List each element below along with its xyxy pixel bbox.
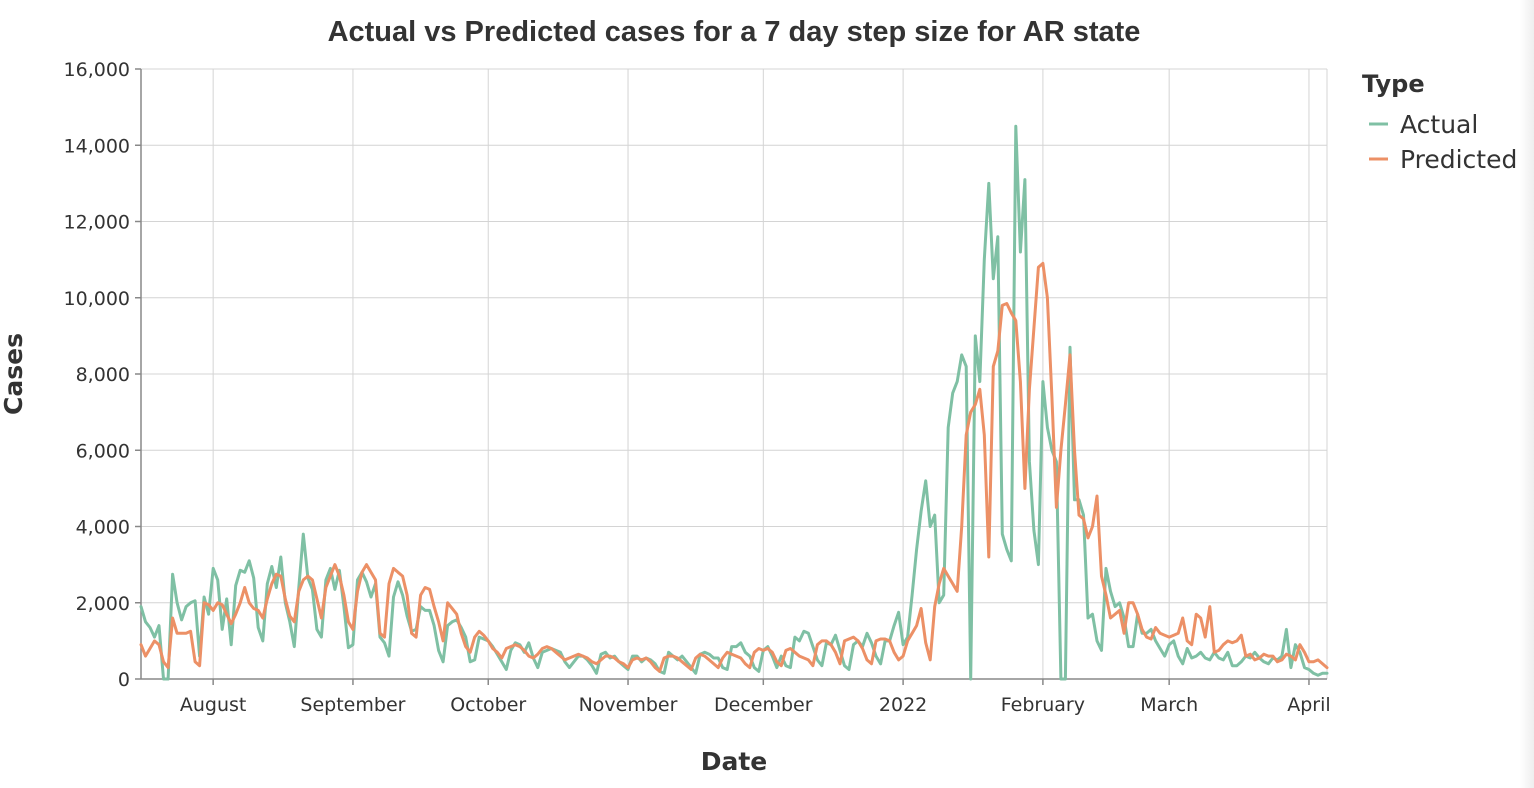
chart-title: Actual vs Predicted cases for a 7 day st…: [328, 16, 1141, 48]
legend-label-actual: Actual: [1400, 110, 1478, 139]
y-axis-title: Cases: [0, 333, 28, 415]
y-tick-label: 14,000: [64, 135, 130, 157]
x-tick-label: August: [180, 694, 247, 716]
series-line-actual: [139, 124, 1329, 681]
y-tick-label: 12,000: [64, 212, 130, 234]
y-tick-label: 16,000: [64, 59, 130, 81]
x-tick-label: March: [1140, 694, 1198, 716]
chart-legend: Type Actual Predicted: [1362, 70, 1517, 174]
y-tick-label: 4,000: [76, 517, 130, 539]
chart-gridlines: [141, 68, 1328, 680]
legend-title: Type: [1362, 70, 1425, 98]
y-tick-label: 2,000: [76, 593, 130, 615]
series-line-predicted: [139, 261, 1329, 673]
chart-axes: 0 2,000 4,000 6,000 8,000 10,000 12,000 14,000 1…: [64, 59, 1331, 716]
y-tick-label: 8,000: [76, 364, 130, 386]
x-axis-title: Date: [701, 747, 768, 776]
x-tick-label: February: [1001, 694, 1085, 716]
page-edge-shade: [1520, 0, 1534, 788]
x-tick-label: November: [579, 694, 678, 716]
x-tick-label: October: [450, 694, 526, 716]
y-tick-label: 10,000: [64, 288, 130, 310]
legend-label-predicted: Predicted: [1400, 145, 1517, 174]
y-tick-label: 6,000: [76, 440, 130, 462]
x-tick-label: 2022: [879, 694, 927, 716]
x-tick-label: September: [300, 694, 405, 716]
x-tick-label: December: [714, 694, 813, 716]
chart-series: [139, 124, 1329, 681]
y-tick-label: 0: [118, 669, 130, 691]
x-tick-label: April: [1287, 694, 1330, 716]
